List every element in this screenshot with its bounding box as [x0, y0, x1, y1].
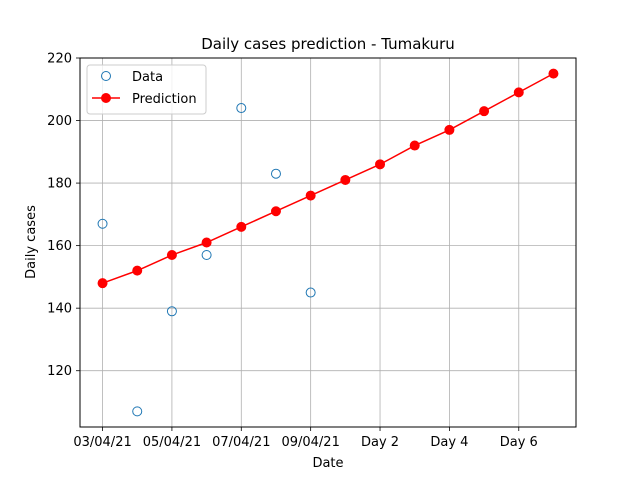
data-point	[132, 406, 143, 417]
y-tick-label: 120	[47, 364, 72, 379]
legend-data-marker	[101, 71, 111, 81]
prediction-point	[166, 250, 177, 261]
prediction-point	[201, 237, 212, 248]
data-point	[166, 306, 177, 317]
x-tick-label: 07/04/21	[212, 435, 270, 450]
prediction-point	[97, 278, 108, 289]
data-point	[236, 103, 247, 114]
data-point	[270, 168, 281, 179]
prediction-point	[409, 140, 420, 151]
x-tick-label: Day 4	[430, 435, 468, 450]
x-tick-label: Day 6	[500, 435, 538, 450]
y-tick-label: 140	[47, 302, 72, 317]
series-layer	[97, 68, 559, 417]
legend-prediction-marker	[101, 93, 111, 103]
prediction-point	[132, 265, 143, 276]
x-tick-label: 05/04/21	[143, 435, 201, 450]
prediction-point	[479, 106, 490, 117]
prediction-series-line	[102, 72, 554, 284]
prediction-point	[375, 159, 386, 170]
x-tick-label: Day 2	[361, 435, 399, 450]
prediction-point	[340, 174, 351, 185]
chart-title: Daily cases prediction - Tumakuru	[201, 35, 455, 53]
y-axis-label: Daily cases	[24, 205, 39, 279]
data-point	[97, 218, 108, 229]
x-axis-label: Date	[312, 456, 343, 471]
prediction-point	[444, 124, 455, 135]
legend-box	[86, 64, 207, 115]
prediction-point	[548, 68, 559, 79]
prediction-point	[270, 206, 281, 217]
legend-prediction-label: Prediction	[132, 92, 197, 107]
legend-data-label: Data	[132, 70, 163, 85]
x-tick-label: 03/04/21	[73, 435, 131, 450]
data-point	[305, 287, 316, 298]
x-tick-label: 09/04/21	[281, 435, 339, 450]
prediction-point	[513, 87, 524, 98]
y-tick-label: 220	[47, 52, 72, 67]
legend: Data Prediction	[86, 64, 207, 115]
prediction-point	[236, 221, 247, 232]
y-tick-label: 180	[47, 177, 72, 192]
plot-area-background	[80, 58, 576, 427]
y-tick-label: 200	[47, 114, 72, 129]
y-tick-label: 160	[47, 239, 72, 254]
data-point	[201, 250, 212, 261]
prediction-point	[305, 190, 316, 201]
axis-ticks: 03/04/21 05/04/21 07/04/21 09/04/21 Day 2 Day…	[47, 52, 538, 451]
plot-frame	[79, 57, 577, 428]
